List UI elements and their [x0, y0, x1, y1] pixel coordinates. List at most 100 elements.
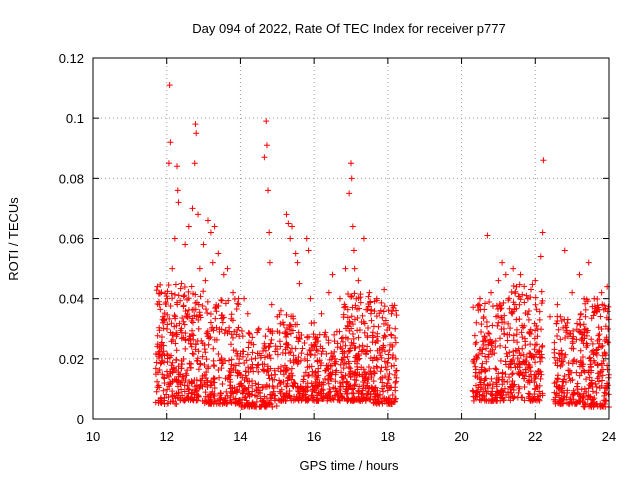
data-point [195, 348, 202, 355]
data-point [219, 381, 226, 388]
data-point [172, 281, 179, 288]
data-point [301, 355, 308, 362]
data-point [282, 397, 289, 404]
data-point [368, 374, 375, 381]
data-point [526, 379, 533, 386]
data-point [505, 297, 512, 304]
data-point [390, 398, 397, 405]
data-point [184, 367, 191, 374]
data-point [361, 372, 368, 379]
data-point [249, 361, 256, 368]
data-point [157, 290, 164, 297]
data-point [522, 309, 529, 316]
data-point [273, 402, 280, 409]
data-point [192, 291, 199, 298]
data-point [276, 377, 283, 384]
data-point [171, 323, 178, 330]
data-point [573, 336, 580, 343]
data-point [528, 354, 535, 361]
data-point [218, 326, 225, 333]
y-axis-label: ROTI / TECUs [6, 197, 21, 281]
data-point [346, 190, 353, 197]
data-point [586, 403, 593, 410]
data-point [514, 394, 521, 401]
data-point [344, 314, 351, 321]
data-point [164, 386, 171, 393]
data-point [153, 388, 160, 395]
data-point [379, 385, 386, 392]
data-point [327, 393, 334, 400]
data-point [520, 359, 527, 366]
data-point [554, 362, 561, 369]
data-point [289, 327, 296, 334]
data-point [262, 347, 269, 354]
data-point [201, 397, 208, 404]
data-point [577, 347, 584, 354]
data-point [520, 351, 527, 358]
data-point [364, 325, 371, 332]
data-point [532, 385, 539, 392]
data-point [165, 381, 172, 388]
data-point [349, 321, 356, 328]
data-point [328, 350, 335, 357]
data-point [489, 385, 496, 392]
data-point [498, 387, 505, 394]
data-point [248, 356, 255, 363]
data-point [223, 388, 230, 395]
data-point [253, 387, 260, 394]
data-point [360, 385, 367, 392]
data-point [501, 385, 508, 392]
data-point [588, 348, 595, 355]
data-point [474, 393, 481, 400]
data-point [594, 361, 601, 368]
data-point [204, 309, 211, 316]
data-point [516, 316, 523, 323]
data-point [193, 130, 200, 137]
data-point [360, 235, 367, 242]
data-point [515, 370, 522, 377]
data-point [292, 345, 299, 352]
data-point [324, 376, 331, 383]
data-point [209, 259, 216, 266]
data-point [580, 340, 587, 347]
data-point [235, 324, 242, 331]
data-point [276, 338, 283, 345]
data-point [537, 253, 544, 260]
data-point [311, 387, 318, 394]
data-point [204, 298, 211, 305]
data-point [508, 309, 515, 316]
data-point [236, 397, 243, 404]
data-point [318, 310, 325, 317]
data-point [519, 322, 526, 329]
data-point [178, 280, 185, 287]
data-point [492, 365, 499, 372]
data-point [239, 399, 246, 406]
data-point [188, 343, 195, 350]
data-point [277, 343, 284, 350]
data-point [189, 315, 196, 322]
data-point [350, 335, 357, 342]
data-point [373, 297, 380, 304]
data-point [171, 291, 178, 298]
data-point [528, 286, 535, 293]
data-point [580, 321, 587, 328]
data-point [372, 390, 379, 397]
data-point [351, 382, 358, 389]
data-point [218, 394, 225, 401]
data-point [380, 308, 387, 315]
data-point [365, 364, 372, 371]
data-point [493, 313, 500, 320]
data-point [569, 392, 576, 399]
data-point [168, 290, 175, 297]
data-point [334, 340, 341, 347]
data-point [228, 311, 235, 318]
data-point [508, 289, 515, 296]
data-point [348, 293, 355, 300]
data-point [206, 400, 213, 407]
data-point [584, 396, 591, 403]
data-point [391, 302, 398, 309]
data-point [233, 305, 240, 312]
data-point [370, 400, 377, 407]
data-point [501, 319, 508, 326]
data-point [328, 371, 335, 378]
